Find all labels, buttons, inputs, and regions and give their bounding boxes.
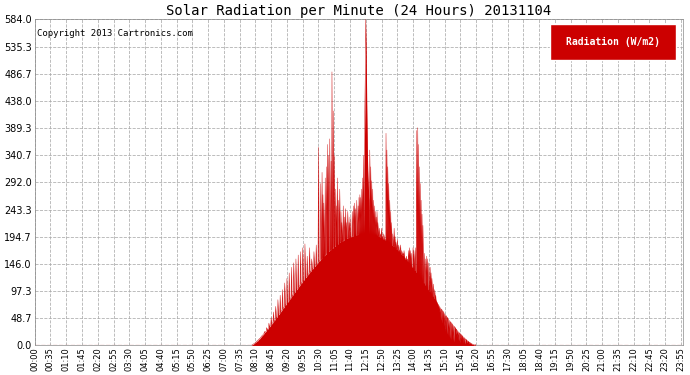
Title: Solar Radiation per Minute (24 Hours) 20131104: Solar Radiation per Minute (24 Hours) 20… [166, 4, 551, 18]
Text: Copyright 2013 Cartronics.com: Copyright 2013 Cartronics.com [37, 29, 193, 38]
